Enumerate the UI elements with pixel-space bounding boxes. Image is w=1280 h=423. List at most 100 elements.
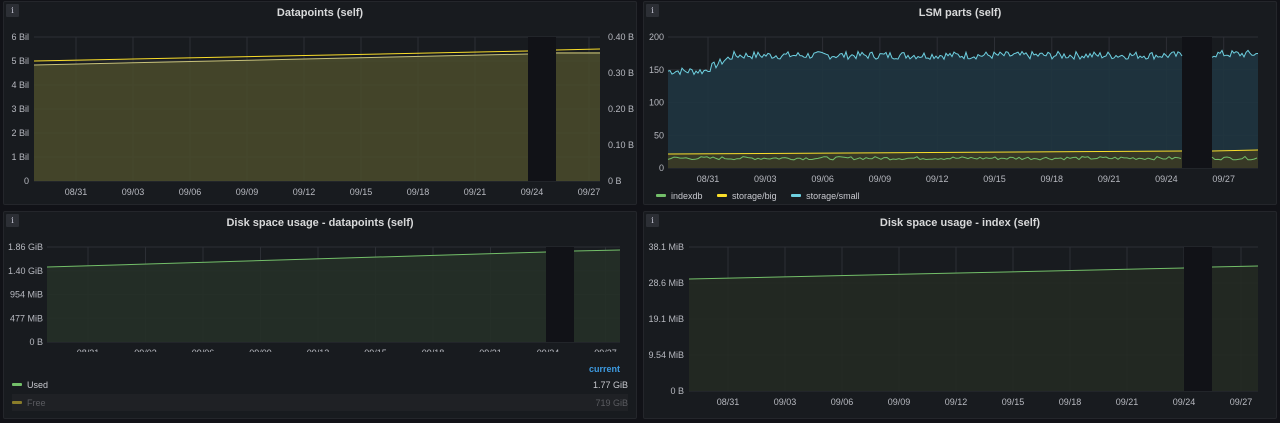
series-line — [1211, 265, 1259, 268]
x-tick-label: 09/15 — [364, 348, 387, 352]
y-tick-label: 0.40 B — [608, 32, 634, 42]
series-line — [667, 50, 1183, 76]
x-tick-label: 09/18 — [1059, 397, 1082, 407]
y-tick-label: 9.54 MiB — [648, 350, 684, 360]
y-tick-label: 0 — [24, 176, 29, 186]
series-area — [34, 54, 528, 181]
panel-disk-index: i Disk space usage - index (self) 0 B 9.5… — [643, 211, 1277, 419]
y-tick-label: 477 MiB — [10, 313, 43, 323]
legend-label: Used — [27, 379, 49, 390]
y-tick-label: 6 Bil — [11, 32, 29, 42]
x-tick-label: 08/31 — [717, 397, 740, 407]
y-tick-label: 0 — [659, 163, 664, 173]
series-area — [1212, 266, 1258, 391]
y-tick-label: 5 Bil — [11, 56, 29, 66]
series-line — [46, 251, 547, 268]
panel-lsm-parts: i LSM parts (self) 0 50 100 150 200 08/31 09/0… — [643, 1, 1277, 205]
x-tick-label: 09/21 — [1098, 174, 1121, 184]
info-icon[interactable]: i — [6, 4, 19, 17]
y-tick-label: 0.10 B — [608, 140, 634, 150]
x-tick-label: 08/31 — [697, 174, 720, 184]
y-tick-label: 50 — [654, 130, 664, 140]
series-line — [667, 156, 1182, 161]
y-tick-label: 2 Bil — [11, 128, 29, 138]
x-tick-label: 09/15 — [1002, 397, 1025, 407]
legend-label: Free — [27, 397, 46, 408]
x-tick-label: 09/24 — [1155, 174, 1178, 184]
disk-datapoints-chart: 0 B 477 MiB 954 MiB 1.40 GiB 1.86 GiB 08/31 09… — [8, 242, 621, 352]
x-tick-label: 09/03 — [754, 174, 777, 184]
y-tick-label: 1 Bil — [11, 152, 29, 162]
info-icon[interactable]: i — [646, 4, 659, 17]
series-line — [33, 50, 529, 62]
panel-title[interactable]: Disk space usage - datapoints (self) — [226, 217, 414, 229]
x-tick-label: 09/12 — [293, 187, 316, 197]
x-tick-label: 09/27 — [1212, 174, 1235, 184]
y-tick-label: 0 B — [29, 337, 43, 347]
gap-region — [1184, 247, 1212, 391]
y-tick-label: 0 B — [670, 386, 684, 396]
legend-item-storage-small[interactable]: storage/small — [791, 191, 860, 201]
series-line — [33, 53, 529, 66]
series-line — [688, 267, 1185, 280]
legend-value: 719 GiB — [595, 397, 628, 408]
info-icon[interactable]: i — [646, 214, 659, 227]
legend-header-current[interactable]: current — [588, 364, 620, 374]
panel-title[interactable]: Datapoints (self) — [276, 7, 364, 19]
legend-value: 1.77 GiB — [592, 379, 628, 390]
legend-swatch — [12, 401, 22, 404]
gap-region — [528, 37, 556, 181]
series-line — [1211, 149, 1259, 152]
series-line — [1211, 49, 1259, 59]
series-line — [667, 150, 1183, 155]
x-tick-label: 09/06 — [179, 187, 202, 197]
x-tick-label: 09/06 — [811, 174, 834, 184]
legend-swatch — [717, 194, 728, 197]
x-tick-label: 09/27 — [1230, 397, 1253, 407]
y-tick-label: 38.1 MiB — [648, 242, 684, 252]
x-tick-label: 09/21 — [479, 348, 502, 352]
legend-label: storage/small — [806, 190, 860, 201]
panel-title[interactable]: Disk space usage - index (self) — [879, 217, 1041, 229]
x-tick-label: 09/21 — [464, 187, 487, 197]
y-tick-label: 0.20 B — [608, 104, 634, 114]
panel-disk-datapoints: i Disk space usage - datapoints (self) 0… — [3, 211, 637, 419]
info-icon[interactable]: i — [6, 214, 19, 227]
x-tick-label: 09/27 — [594, 348, 617, 352]
x-tick-label: 09/24 — [1173, 397, 1196, 407]
series-line — [1211, 155, 1258, 161]
y-tick-label: 0.30 B — [608, 68, 634, 78]
series-line — [555, 48, 601, 51]
x-tick-label: 09/12 — [926, 174, 949, 184]
x-tick-label: 09/24 — [521, 187, 544, 197]
panel-datapoints: i Datapoints (self) 0 1 Bil 2 Bil 3 Bil 4 Bi… — [3, 1, 637, 205]
x-tick-label: 09/27 — [578, 187, 601, 197]
x-tick-label: 09/12 — [307, 348, 330, 352]
x-tick-label: 09/03 — [774, 397, 797, 407]
legend-label: indexdb — [671, 190, 703, 201]
x-tick-label: 09/21 — [1116, 397, 1139, 407]
x-tick-label: 09/09 — [888, 397, 911, 407]
datapoints-chart: 0 1 Bil 2 Bil 3 Bil 4 Bil 5 Bil 6 Bil 0 B 0.10 B… — [11, 32, 634, 197]
x-tick-label: 09/12 — [945, 397, 968, 407]
legend-swatch — [791, 194, 802, 197]
legend-row-used[interactable]: Used 1.77 GiB — [12, 376, 628, 393]
x-tick-label: 09/09 — [869, 174, 892, 184]
y-tick-label: 4 Bil — [11, 80, 29, 90]
legend-item-indexdb[interactable]: indexdb — [656, 191, 703, 201]
x-tick-label: 09/18 — [422, 348, 445, 352]
y-tick-label: 28.6 MiB — [648, 278, 684, 288]
panel-title[interactable]: LSM parts (self) — [918, 7, 1002, 19]
y-tick-label: 100 — [649, 98, 664, 108]
gap-region — [546, 247, 574, 342]
legend-swatch — [656, 194, 666, 197]
legend-item-storage-big[interactable]: storage/big — [717, 191, 777, 201]
x-tick-label: 09/06 — [192, 348, 215, 352]
x-tick-label: 08/31 — [77, 348, 100, 352]
legend-swatch — [12, 383, 22, 386]
series-area — [1212, 150, 1258, 168]
x-tick-label: 09/24 — [537, 348, 560, 352]
y-tick-label: 1.40 GiB — [8, 266, 43, 276]
legend-row-free[interactable]: Free 719 GiB — [12, 394, 628, 411]
series-area — [689, 268, 1184, 391]
